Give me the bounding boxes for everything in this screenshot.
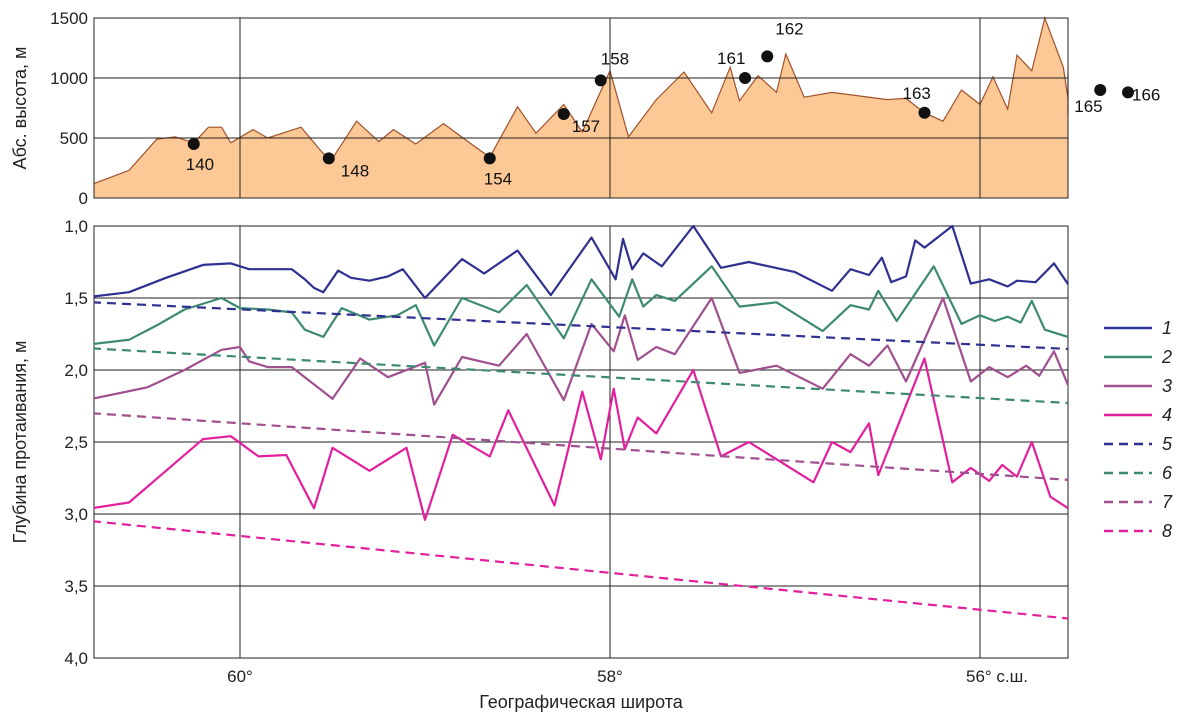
elevation-panel: 0 500 1000 1500 140 148 154 157 158 161 162 163 165 1… (50, 9, 1160, 208)
sample-point-marker (557, 108, 570, 120)
sample-point-marker (739, 72, 752, 84)
legend-label-3: 3 (1162, 376, 1172, 396)
series-6-line (94, 347, 1068, 405)
elevation-y-tick-label: 500 (60, 129, 88, 148)
thaw-depth-panel: 1,0 1,5 2,0 2,5 3,0 3,5 4,0 60° 58° 56° с.ш. (64, 217, 1069, 686)
legend-label-4: 4 (1162, 405, 1172, 425)
series-5-line (94, 301, 1068, 351)
sample-point-label: 158 (601, 49, 629, 68)
thaw-y-tick-label: 3,5 (64, 577, 88, 596)
thaw-y-tick-label: 1,0 (64, 217, 88, 236)
sample-point-label: 154 (484, 169, 512, 188)
thaw-y-tick-label: 3,0 (64, 505, 88, 524)
legend-label-2: 2 (1161, 347, 1172, 367)
x-tick-label: 58° (597, 667, 623, 686)
sample-point-marker (1094, 84, 1107, 96)
sample-point-label: 162 (775, 19, 803, 38)
sample-point-marker (761, 50, 774, 63)
thaw-y-tick-label: 1,5 (64, 289, 88, 308)
elevation-y-tick-label: 0 (79, 189, 88, 208)
sample-point-label: 166 (1132, 85, 1160, 104)
legend-label-8: 8 (1162, 521, 1172, 541)
elevation-y-tick-label: 1500 (50, 9, 88, 28)
elevation-area (94, 18, 1068, 198)
legend-label-7: 7 (1162, 492, 1173, 512)
series-8-line (94, 520, 1068, 620)
thaw-y-tick-label: 2,5 (64, 433, 88, 452)
sample-point-marker (918, 106, 931, 119)
legend-label-1: 1 (1162, 318, 1172, 338)
elevation-y-tick-label: 1000 (50, 69, 88, 88)
series-4-line (94, 357, 1068, 521)
sample-point-marker (187, 138, 200, 150)
sample-point-label: 163 (903, 84, 931, 103)
x-tick-label: 56° с.ш. (966, 667, 1028, 686)
sample-point-label: 157 (572, 117, 600, 136)
elevation-plot-frame (93, 17, 1069, 199)
thaw-y-tick-label: 4,0 (64, 649, 88, 668)
x-tick-label: 60° (227, 667, 253, 686)
series-7-line (94, 412, 1068, 481)
sample-point-marker (1122, 86, 1134, 99)
x-axis-title: Географическая широта (479, 692, 684, 712)
sample-point-label: 140 (186, 155, 214, 174)
thaw-plot-frame (93, 225, 1069, 659)
sample-point-label: 165 (1074, 97, 1102, 116)
series-1-line (94, 224, 1068, 300)
sample-point-marker (594, 74, 607, 87)
sample-point-label: 148 (341, 161, 369, 180)
series-3-line (94, 296, 1068, 406)
elevation-y-axis-title: Абс. высота, м (10, 47, 30, 170)
legend: 1 2 3 4 5 6 7 8 (1104, 318, 1173, 541)
thaw-depth-y-axis-title: Глубина протаивания, м (10, 341, 30, 544)
thaw-series-group (94, 224, 1068, 620)
sample-point-marker (322, 152, 335, 165)
sample-point-label: 161 (717, 49, 745, 68)
legend-label-6: 6 (1162, 463, 1173, 483)
sample-point-marker (483, 152, 496, 165)
legend-label-5: 5 (1162, 434, 1173, 454)
thaw-y-tick-label: 2,0 (64, 361, 88, 380)
